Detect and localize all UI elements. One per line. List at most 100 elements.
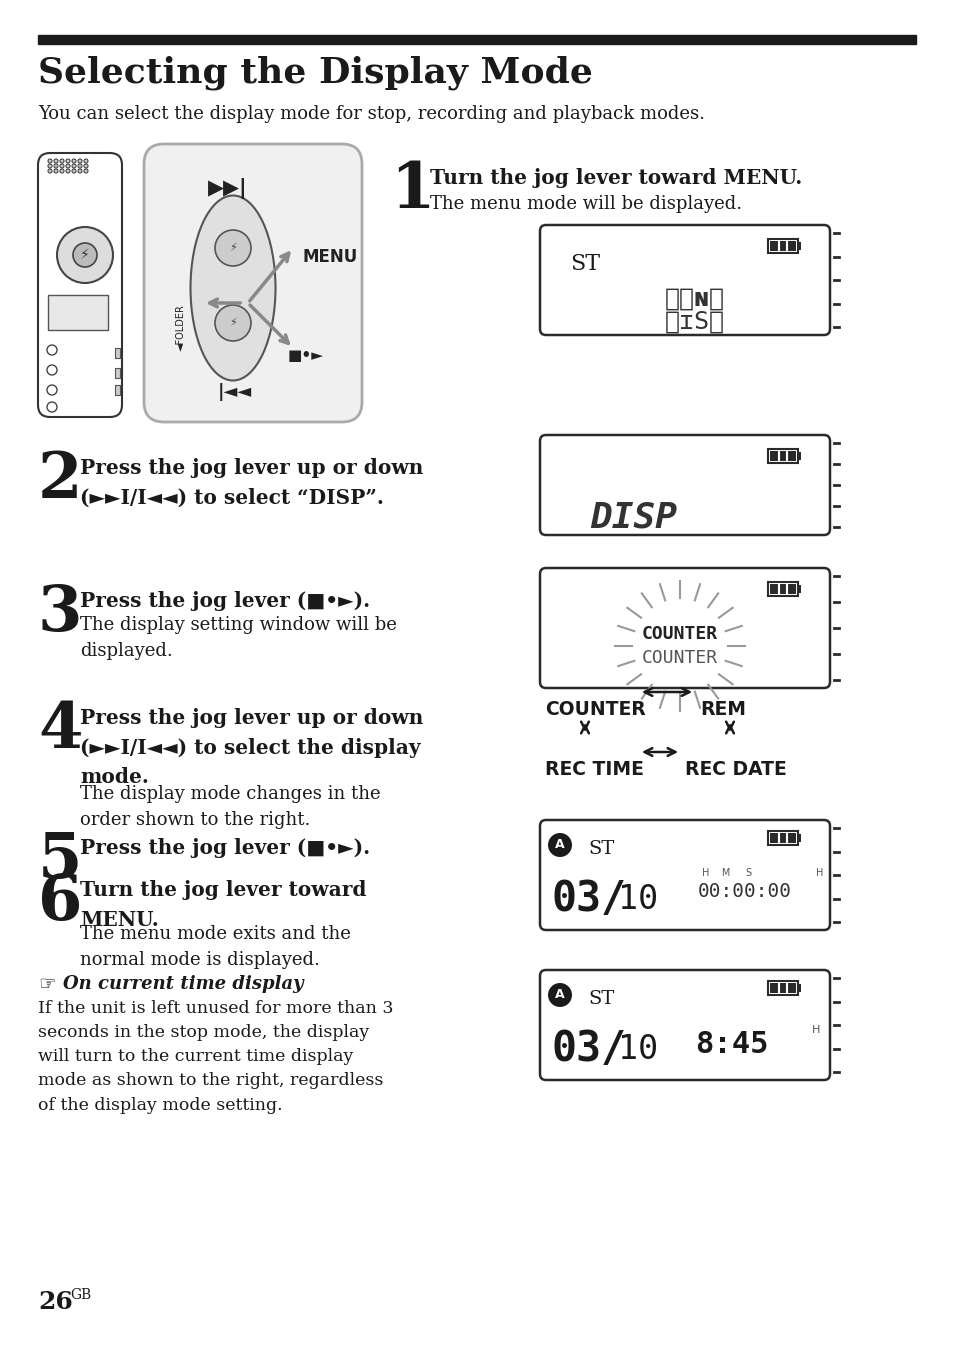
Bar <box>767 582 797 596</box>
FancyBboxPatch shape <box>539 434 829 535</box>
Text: Press the jog lever (■•►).: Press the jog lever (■•►). <box>80 590 370 611</box>
Circle shape <box>47 346 57 355</box>
Text: REM: REM <box>700 699 745 720</box>
Circle shape <box>60 164 64 168</box>
Text: The display setting window will be
displayed.: The display setting window will be displ… <box>80 616 396 660</box>
Bar <box>48 295 108 330</box>
Bar <box>769 833 795 843</box>
Text: ☞: ☞ <box>38 975 55 994</box>
Text: ST: ST <box>569 253 599 274</box>
Text: 10: 10 <box>618 884 658 916</box>
Text: The display mode changes in the
order shown to the right.: The display mode changes in the order sh… <box>80 785 380 830</box>
Text: On current time display: On current time display <box>63 975 303 993</box>
Circle shape <box>78 164 82 168</box>
Circle shape <box>48 169 52 174</box>
Text: H    M     S: H M S <box>701 868 751 878</box>
Bar <box>797 452 801 460</box>
Circle shape <box>66 169 70 174</box>
Circle shape <box>84 164 88 168</box>
Text: A: A <box>555 838 564 851</box>
Circle shape <box>54 164 58 168</box>
Text: The menu mode will be displayed.: The menu mode will be displayed. <box>430 195 741 213</box>
Ellipse shape <box>191 195 275 381</box>
Text: 4: 4 <box>38 699 82 761</box>
Text: GB: GB <box>70 1289 91 1302</box>
Text: 00:00:00: 00:00:00 <box>698 882 791 901</box>
Bar <box>769 451 795 461</box>
Circle shape <box>78 159 82 163</box>
Text: If the unit is left unused for more than 3
seconds in the stop mode, the display: If the unit is left unused for more than… <box>38 999 393 1114</box>
Bar <box>115 369 120 378</box>
Text: 6: 6 <box>38 872 82 933</box>
Text: ■•►: ■•► <box>288 348 324 363</box>
Text: ᴍᴇɴᴜ: ᴍᴇɴᴜ <box>664 286 724 311</box>
Circle shape <box>54 169 58 174</box>
Text: H: H <box>811 1025 820 1036</box>
Bar <box>767 981 797 995</box>
Bar <box>769 584 795 594</box>
Bar <box>115 385 120 395</box>
Text: REC TIME: REC TIME <box>544 760 643 779</box>
Text: Selecting the Display Mode: Selecting the Display Mode <box>38 55 592 90</box>
Text: Press the jog lever (■•►).: Press the jog lever (■•►). <box>80 838 370 858</box>
Circle shape <box>47 385 57 395</box>
Bar <box>797 834 801 842</box>
Text: 1: 1 <box>390 160 434 221</box>
Text: |◄◄: |◄◄ <box>218 383 252 401</box>
Bar <box>115 348 120 358</box>
Circle shape <box>60 169 64 174</box>
Text: REC DATE: REC DATE <box>684 760 786 779</box>
Text: The menu mode exits and the
normal mode is displayed.: The menu mode exits and the normal mode … <box>80 925 351 970</box>
Text: COUNTER: COUNTER <box>641 625 718 643</box>
Circle shape <box>71 164 76 168</box>
Circle shape <box>84 169 88 174</box>
Text: ◄FOLDER: ◄FOLDER <box>175 304 186 351</box>
Text: Turn the jog lever toward MENU.: Turn the jog lever toward MENU. <box>430 168 801 188</box>
Text: ST: ST <box>587 841 614 858</box>
Circle shape <box>48 159 52 163</box>
Text: 10: 10 <box>618 1033 658 1067</box>
Text: ᴅɪSᴘ: ᴅɪSᴘ <box>664 309 724 334</box>
Text: You can select the display mode for stop, recording and playback modes.: You can select the display mode for stop… <box>38 105 704 122</box>
Text: ⚡: ⚡ <box>229 243 236 253</box>
Bar <box>797 585 801 593</box>
Text: 03/: 03/ <box>552 878 626 920</box>
Circle shape <box>84 159 88 163</box>
Circle shape <box>71 159 76 163</box>
Text: ⚡: ⚡ <box>80 247 90 262</box>
Text: Turn the jog lever toward
MENU.: Turn the jog lever toward MENU. <box>80 880 366 929</box>
Text: DISP: DISP <box>589 500 677 534</box>
Bar <box>769 983 795 993</box>
FancyBboxPatch shape <box>539 970 829 1080</box>
Circle shape <box>47 402 57 412</box>
Text: 3: 3 <box>38 582 82 644</box>
FancyBboxPatch shape <box>144 144 361 422</box>
Circle shape <box>547 983 572 1007</box>
Text: COUNTER: COUNTER <box>641 650 718 667</box>
Text: COUNTER: COUNTER <box>544 699 645 720</box>
Bar <box>38 35 915 44</box>
Bar <box>797 242 801 250</box>
Text: 26: 26 <box>38 1290 72 1314</box>
FancyBboxPatch shape <box>539 225 829 335</box>
FancyBboxPatch shape <box>539 820 829 929</box>
Bar <box>769 241 795 252</box>
Circle shape <box>60 159 64 163</box>
Text: 03/: 03/ <box>552 1028 626 1071</box>
Circle shape <box>66 164 70 168</box>
Circle shape <box>73 243 97 268</box>
Text: A: A <box>555 989 564 1002</box>
Bar <box>767 239 797 253</box>
Text: MENU: MENU <box>303 247 358 266</box>
Circle shape <box>48 164 52 168</box>
Circle shape <box>214 230 251 266</box>
Circle shape <box>71 169 76 174</box>
Circle shape <box>78 169 82 174</box>
Text: ST: ST <box>587 990 614 1007</box>
Text: 8:45: 8:45 <box>695 1030 768 1059</box>
Text: ▶▶|: ▶▶| <box>208 178 248 199</box>
Bar <box>767 449 797 463</box>
Circle shape <box>57 227 112 282</box>
Bar <box>797 985 801 993</box>
Circle shape <box>547 833 572 857</box>
